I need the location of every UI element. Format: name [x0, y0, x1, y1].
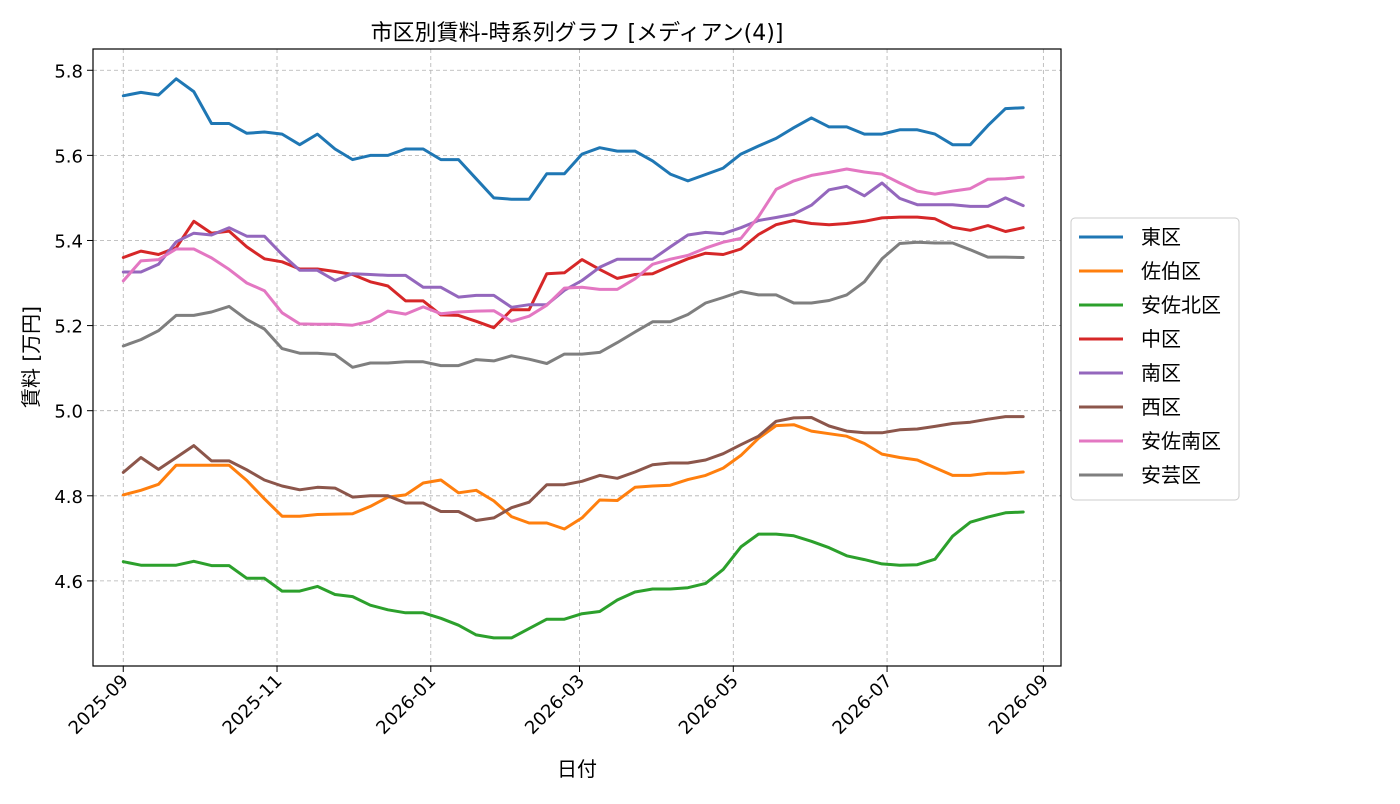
legend-label: 佐伯区 — [1141, 259, 1201, 283]
y-axis: 4.6 4.8 5.0 5.2 5.4 5.6 5.8 — [54, 61, 93, 593]
series-line — [121, 415, 1025, 522]
legend-label: 南区 — [1141, 361, 1181, 385]
x-tick-label: 2026-09 — [985, 671, 1053, 739]
x-tick-label: 2026-01 — [372, 671, 440, 739]
x-axis: 2025-09 2025-11 2026-01 2026-03 2026-05 2026-… — [65, 666, 1053, 739]
legend-label: 安佐北区 — [1141, 293, 1221, 317]
y-tick-label: 5.4 — [54, 231, 83, 252]
legend-label: 中区 — [1141, 327, 1181, 351]
x-tick-label: 2025-09 — [65, 671, 133, 739]
chart-title: 市区別賃料-時系列グラフ [メディアン(4)] — [371, 21, 784, 46]
plot-area-frame — [92, 48, 1062, 667]
series-line — [121, 423, 1025, 531]
x-tick-label: 2026-05 — [675, 671, 743, 739]
x-tick-label: 2026-03 — [521, 671, 589, 739]
series-line — [121, 167, 1025, 327]
series-line — [121, 181, 1025, 309]
x-tick-label: 2025-11 — [219, 671, 287, 739]
legend-label: 西区 — [1141, 395, 1181, 419]
series-line — [121, 240, 1025, 369]
y-tick-label: 4.6 — [54, 572, 83, 593]
grid — [93, 49, 1061, 666]
y-tick-label: 5.0 — [54, 402, 83, 423]
y-tick-label: 5.6 — [54, 146, 83, 167]
y-tick-label: 5.2 — [54, 317, 83, 338]
legend-box — [1070, 217, 1240, 501]
legend-label: 安芸区 — [1141, 463, 1201, 487]
x-axis-label: 日付 — [557, 757, 597, 781]
series-line — [121, 77, 1025, 201]
legend-label: 安佐南区 — [1141, 429, 1221, 453]
series-line — [121, 510, 1025, 640]
series-line — [121, 215, 1025, 330]
legend-label: 東区 — [1141, 225, 1181, 249]
y-axis-label: 賃料 [万円] — [19, 306, 43, 408]
y-tick-label: 5.8 — [54, 61, 83, 82]
x-tick-label: 2026-07 — [829, 671, 897, 739]
y-tick-label: 4.8 — [54, 487, 83, 508]
series-lines — [121, 77, 1025, 640]
